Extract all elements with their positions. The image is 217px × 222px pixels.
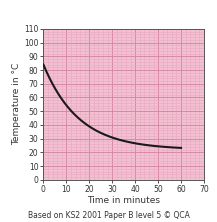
Text: Based on KS2 2001 Paper B level 5 © QCA: Based on KS2 2001 Paper B level 5 © QCA — [28, 211, 189, 220]
X-axis label: Time in minutes: Time in minutes — [87, 196, 160, 205]
Y-axis label: Temperature in °C: Temperature in °C — [12, 63, 21, 145]
